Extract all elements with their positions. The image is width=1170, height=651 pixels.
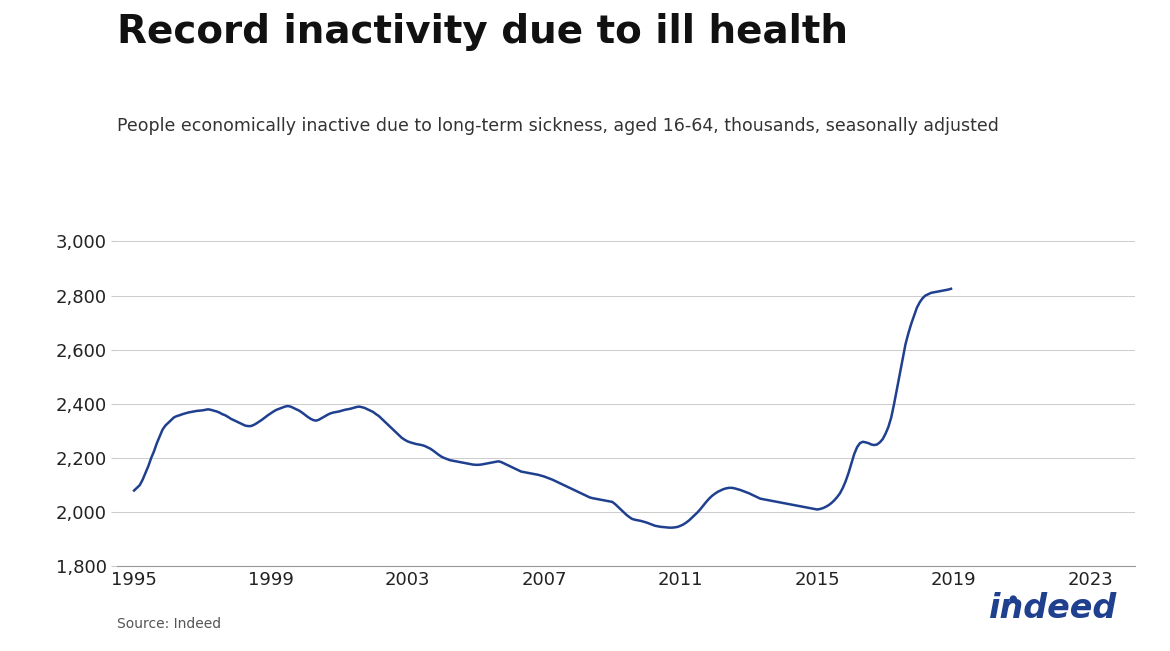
Text: People economically inactive due to long-term sickness, aged 16-64, thousands, s: People economically inactive due to long…	[117, 117, 999, 135]
Text: Record inactivity due to ill health: Record inactivity due to ill health	[117, 13, 848, 51]
Text: indeed: indeed	[989, 592, 1117, 625]
Text: Source: Indeed: Source: Indeed	[117, 617, 221, 631]
Text: ●: ●	[1009, 594, 1017, 604]
